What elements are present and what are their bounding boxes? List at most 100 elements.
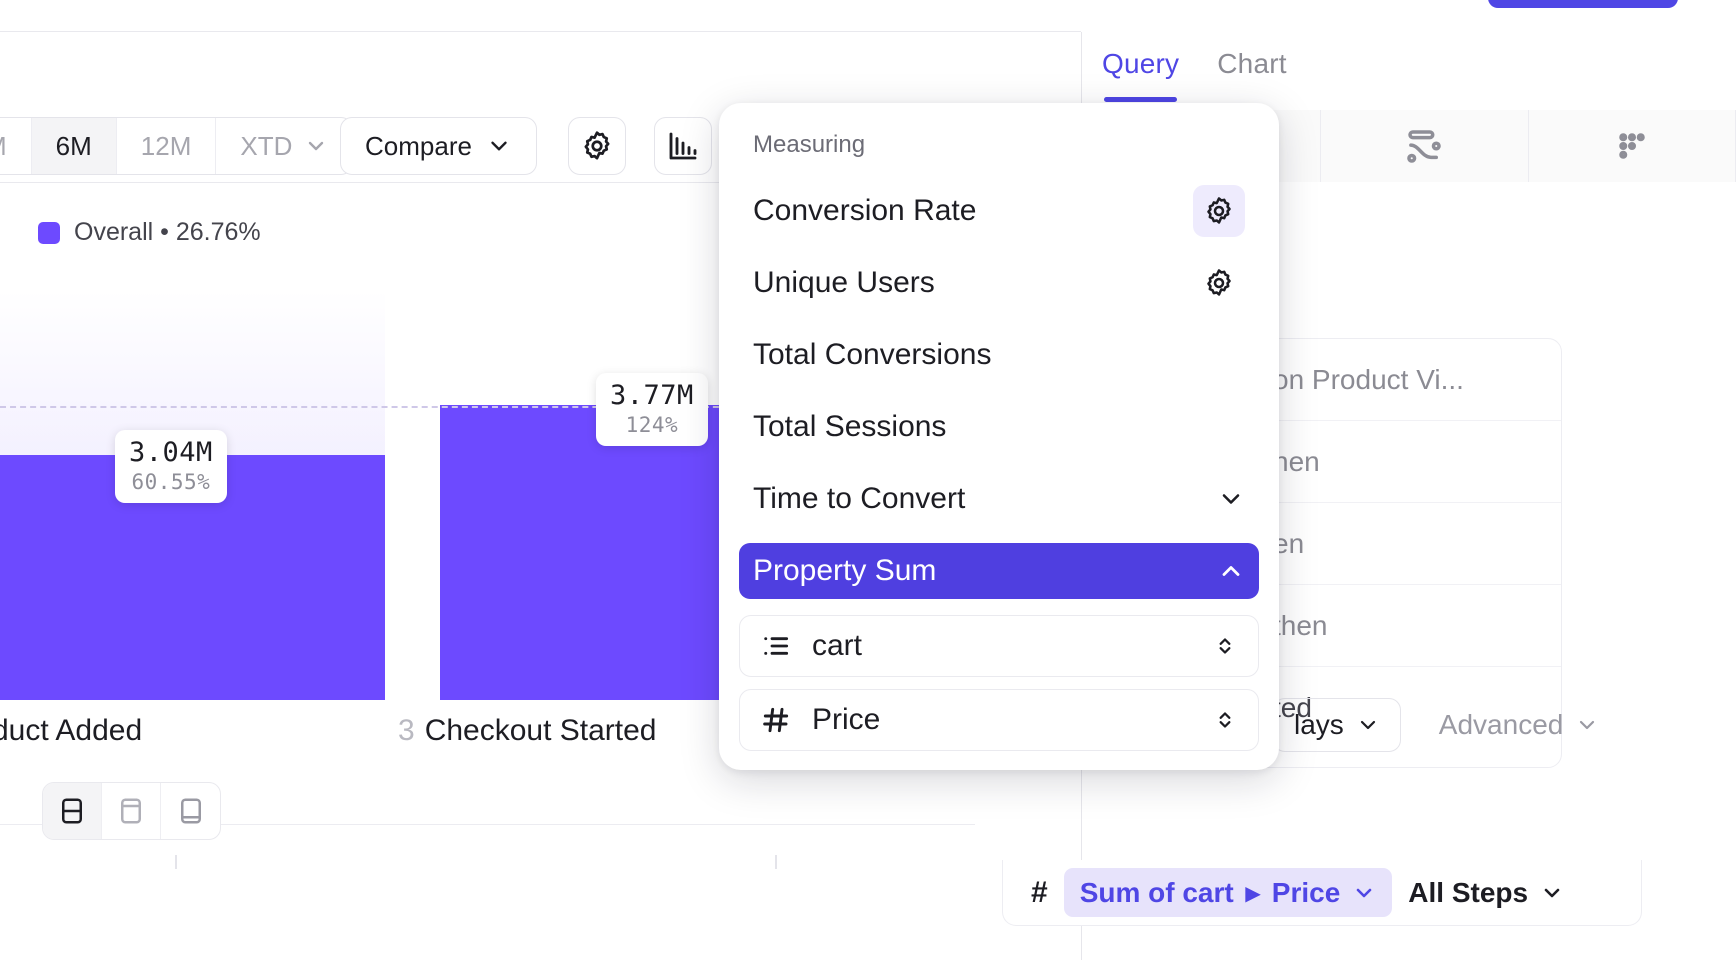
- toolbar-divider: [0, 182, 1081, 183]
- menu-item-conversion-rate[interactable]: Conversion Rate: [739, 183, 1259, 239]
- menu-item-total-sessions-label: Total Sessions: [753, 410, 947, 443]
- chevron-down-icon: [486, 133, 512, 159]
- menu-item-total-sessions[interactable]: Total Sessions: [739, 399, 1259, 455]
- query-row-1[interactable]: on Product Vi...: [1003, 339, 1561, 421]
- range-label-6m: 6M: [55, 130, 92, 161]
- tab-chart-label: Chart: [1217, 48, 1287, 79]
- query-row-4-text: then: [1273, 609, 1328, 641]
- gear-icon: [1203, 267, 1235, 299]
- menu-item-unique-users[interactable]: Unique Users: [739, 255, 1259, 311]
- bar-tooltip-1-percent: 60.55%: [131, 470, 211, 494]
- legend-swatch: [38, 221, 60, 244]
- bar-tooltip-1-value: 3.04M: [129, 437, 213, 468]
- menu-item-property-sum-label: Property Sum: [753, 554, 937, 587]
- range-button-m[interactable]: M: [0, 118, 32, 174]
- menu-item-total-conversions[interactable]: Total Conversions: [739, 327, 1259, 383]
- menu-item-total-conversions-label: Total Conversions: [753, 338, 992, 371]
- step-label-3: 3 Checkout Started: [398, 714, 656, 748]
- tab-query-label: Query: [1102, 48, 1180, 79]
- grid-dots-icon: [1611, 125, 1653, 167]
- axis-tick-1: [175, 855, 177, 869]
- layout-mode-control: [42, 782, 221, 840]
- property-object-select[interactable]: cart: [739, 615, 1259, 677]
- flow-icon: [1403, 125, 1445, 167]
- query-row-2-text: hen: [1273, 445, 1320, 477]
- chart-axis-line: [0, 824, 975, 825]
- query-row-2[interactable]: hen: [1003, 421, 1561, 503]
- bar-chart-icon: [665, 128, 701, 164]
- split-horizontal-icon: [57, 796, 87, 826]
- menu-item-property-sum[interactable]: Property Sum: [739, 543, 1259, 599]
- bar-tooltip-2-value: 3.77M: [610, 380, 694, 411]
- bar-tooltip-2-percent: 124%: [625, 413, 679, 437]
- chevron-down-icon: [1356, 713, 1380, 737]
- bar-tooltip-2: 3.77M 124%: [596, 373, 708, 446]
- measuring-dropdown: Measuring Conversion Rate Unique Users: [719, 103, 1279, 770]
- chip-separator-icon: ▸: [1245, 877, 1260, 908]
- range-label-12m: 12M: [140, 130, 192, 161]
- menu-item-time-to-convert-label: Time to Convert: [753, 482, 966, 515]
- step-label-2-text: duct Added: [0, 714, 143, 747]
- query-row-4[interactable]: then: [1003, 585, 1561, 667]
- advanced-selector[interactable]: Advanced: [1419, 699, 1620, 751]
- query-footer: lays Advanced: [1003, 683, 1595, 767]
- days-label: lays: [1294, 709, 1344, 740]
- chevron-down-icon: [1217, 485, 1245, 513]
- tab-chart[interactable]: Chart: [1217, 48, 1286, 102]
- measuring-dropdown-title: Measuring: [753, 131, 866, 158]
- menu-item-time-to-convert[interactable]: Time to Convert: [739, 471, 1259, 527]
- unique-users-settings-button[interactable]: [1193, 257, 1245, 309]
- hash-icon: [760, 704, 792, 736]
- property-field-select[interactable]: Price: [739, 689, 1259, 751]
- query-row-1-text: on Product Vi...: [1273, 363, 1464, 395]
- chevron-updown-icon: [1212, 633, 1238, 659]
- property-object-value: cart: [812, 629, 863, 662]
- chip-measure-label: Sum of cart: [1079, 876, 1234, 908]
- panel-tabs: Query Chart: [1102, 48, 1287, 102]
- days-selector[interactable]: lays: [1273, 698, 1401, 752]
- advanced-label: Advanced: [1438, 709, 1564, 740]
- range-button-6m[interactable]: 6M: [31, 118, 117, 174]
- menu-item-conversion-rate-label: Conversion Rate: [753, 194, 977, 227]
- range-button-12m[interactable]: 12M: [117, 118, 217, 174]
- list-icon: [760, 630, 792, 662]
- flow-tool-button[interactable]: [1321, 110, 1529, 182]
- panel-bottom-icon: [176, 796, 206, 826]
- chevron-up-icon: [1217, 557, 1245, 585]
- reference-line: [0, 406, 1000, 408]
- chart-settings-button[interactable]: [568, 117, 626, 175]
- step-number-3: 3: [398, 714, 415, 747]
- axis-tick-2: [775, 855, 777, 869]
- compare-button[interactable]: Compare: [340, 117, 537, 175]
- legend-label: Overall • 26.76%: [74, 218, 261, 246]
- chip-property-label: Price: [1271, 876, 1341, 908]
- all-steps-selector[interactable]: All Steps: [1408, 877, 1564, 909]
- hash-icon: #: [1031, 875, 1048, 909]
- apps-tool-button[interactable]: [1529, 110, 1736, 182]
- layout-split-button[interactable]: [43, 783, 102, 839]
- tab-query[interactable]: Query: [1102, 48, 1179, 102]
- chart-type-button[interactable]: [654, 117, 712, 175]
- bar-tooltip-1: 3.04M 60.55%: [115, 430, 227, 503]
- date-range-segmented-control: M 6M 12M XTD: [0, 117, 354, 175]
- panel-top-icon: [116, 796, 146, 826]
- chevron-down-icon: [1352, 881, 1376, 905]
- chart-legend: Overall • 26.76%: [38, 218, 261, 247]
- gear-icon: [580, 129, 614, 163]
- all-steps-label: All Steps: [1408, 876, 1529, 908]
- property-sum-chip[interactable]: Sum of cart ▸ Price: [1063, 868, 1393, 917]
- primary-action-pill[interactable]: [1488, 0, 1678, 8]
- menu-item-unique-users-label: Unique Users: [753, 266, 935, 299]
- compare-label: Compare: [365, 130, 472, 161]
- chevron-updown-icon: [1212, 707, 1238, 733]
- range-label-m: M: [0, 131, 7, 162]
- bar-slot-1[interactable]: [0, 290, 385, 700]
- top-divider: [0, 31, 1081, 32]
- range-button-xtd[interactable]: XTD: [216, 118, 352, 174]
- layout-bottom-button[interactable]: [161, 783, 220, 839]
- layout-top-button[interactable]: [102, 783, 161, 839]
- chevron-down-icon: [304, 134, 328, 158]
- conversion-rate-settings-button[interactable]: [1193, 185, 1245, 237]
- step-label-3-text: Checkout Started: [424, 714, 657, 747]
- range-label-xtd: XTD: [240, 130, 293, 161]
